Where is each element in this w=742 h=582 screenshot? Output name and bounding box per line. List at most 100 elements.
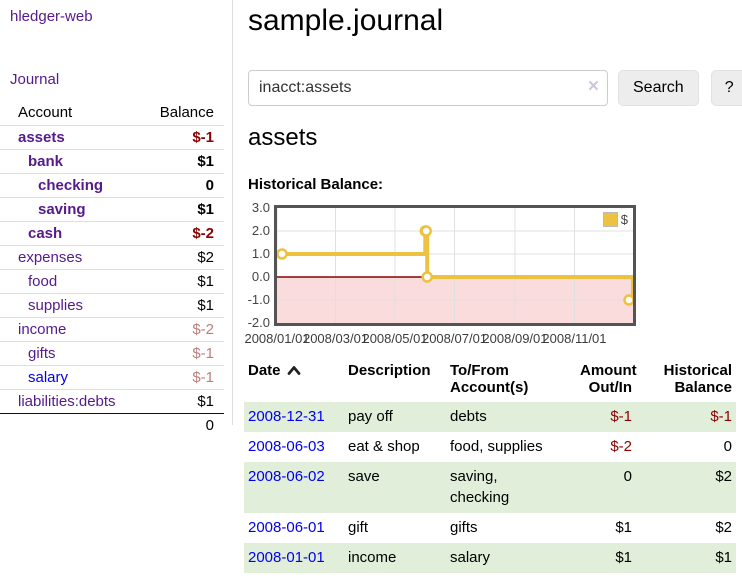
- account-balance: $-2: [192, 225, 214, 242]
- y-tick-label: 2.0: [251, 223, 270, 238]
- account-link[interactable]: food: [28, 273, 58, 290]
- chart-legend: $: [600, 211, 630, 228]
- x-tick-label: 2008/07/01: [421, 331, 488, 346]
- account-balance: $-1: [192, 129, 214, 146]
- transaction-balance: $2: [715, 467, 732, 485]
- transaction-date-link[interactable]: 2008-06-02: [248, 467, 325, 485]
- account-balance: 0: [205, 177, 214, 194]
- legend-swatch-icon: [602, 212, 618, 227]
- transaction-amount: $-1: [610, 408, 632, 425]
- date-header-label: Date: [248, 362, 281, 379]
- chart-canvas: [277, 208, 633, 323]
- accounts-table: Account Balance assets $-1 bank $1 checking 0…: [0, 100, 224, 437]
- account-balance: $1: [197, 393, 214, 410]
- account-row: income $-2: [0, 317, 224, 342]
- account-row: saving $1: [0, 197, 224, 222]
- main-content: sample.journal × Search ? assets Histori…: [244, 0, 742, 582]
- transaction-accounts: debts: [450, 408, 487, 425]
- transaction-date-link[interactable]: 2008-01-01: [248, 548, 325, 566]
- account-balance: $-2: [192, 321, 214, 338]
- x-tick-label: 2008/03/01: [302, 331, 369, 346]
- transaction-date-link[interactable]: 2008-06-01: [248, 519, 325, 536]
- transaction-accounts: food, supplies: [450, 437, 543, 455]
- help-button[interactable]: ?: [710, 70, 742, 106]
- account-row: bank $1: [0, 149, 224, 174]
- register-header-row: Date Description To/From Account(s) Amou…: [244, 358, 736, 402]
- transaction-description: pay off: [348, 408, 393, 425]
- x-tick-label: 2008/01/01: [244, 331, 310, 346]
- account-link[interactable]: gifts: [28, 345, 56, 362]
- transaction-balance: $-1: [710, 408, 732, 425]
- account-row: assets $-1: [0, 125, 224, 150]
- accounts-total-row: 0: [0, 413, 224, 438]
- account-link[interactable]: supplies: [28, 297, 84, 314]
- transaction-balance: $1: [715, 548, 732, 566]
- register-header-date[interactable]: Date: [244, 358, 344, 402]
- account-link[interactable]: saving: [38, 201, 86, 218]
- accounts-total-balance: 0: [205, 417, 214, 434]
- transaction-amount: 0: [623, 467, 632, 485]
- account-link[interactable]: expenses: [18, 249, 83, 266]
- x-tick-label: 2008/05/01: [362, 331, 428, 346]
- register-row: 2008-12-31 pay off debts $-1 $-1: [244, 402, 736, 432]
- y-tick-label: 1.0: [251, 246, 270, 261]
- account-row: cash $-2: [0, 221, 224, 246]
- account-link[interactable]: salary: [28, 369, 69, 386]
- account-link[interactable]: bank: [28, 153, 64, 170]
- y-tick-label: -2.0: [247, 315, 270, 330]
- transaction-accounts: saving, checking: [450, 467, 510, 507]
- account-balance: $2: [197, 249, 214, 266]
- account-link[interactable]: assets: [18, 129, 65, 146]
- transaction-description: income: [348, 548, 397, 566]
- account-balance: $1: [197, 153, 214, 170]
- sidebar: hledger-web Journal Account Balance asse…: [0, 0, 233, 434]
- chart-plot-area: $: [274, 205, 636, 326]
- transaction-description: gift: [348, 519, 369, 536]
- account-link[interactable]: cash: [28, 225, 63, 242]
- register-row: 2008-06-02 save saving, checking 0 $2: [244, 461, 736, 513]
- transaction-description: eat & shop: [348, 437, 420, 455]
- historical-balance-chart: 3.0 2.0 1.0 0.0 -1.0 -2.0 $ 2008/01/01 2008/03…: [244, 200, 714, 350]
- account-row: food $1: [0, 269, 224, 294]
- transaction-date-link[interactable]: 2008-06-03: [248, 437, 325, 455]
- y-tick-label: 3.0: [251, 200, 270, 215]
- app-title-link[interactable]: hledger-web: [10, 8, 93, 25]
- search-input[interactable]: [248, 70, 608, 106]
- register-header-amount: Amount Out/In: [580, 362, 637, 396]
- transaction-date-link[interactable]: 2008-12-31: [248, 408, 325, 425]
- account-row: expenses $2: [0, 245, 224, 270]
- accounts-header-account: Account: [18, 104, 73, 121]
- y-tick-label: 0.0: [251, 269, 270, 284]
- account-link[interactable]: checking: [38, 177, 104, 194]
- sidebar-item-journal[interactable]: Journal: [10, 71, 60, 88]
- transaction-accounts: gifts: [450, 519, 478, 536]
- accounts-header-balance: Balance: [159, 104, 214, 121]
- transaction-amount: $-2: [610, 437, 632, 455]
- clear-search-icon[interactable]: ×: [587, 76, 599, 97]
- account-balance: $-1: [192, 369, 214, 386]
- account-row: gifts $-1: [0, 341, 224, 366]
- y-tick-label: -1.0: [247, 292, 270, 307]
- register-header-accounts: To/From Account(s): [450, 362, 529, 396]
- account-link[interactable]: liabilities:debts: [18, 393, 116, 410]
- account-balance: $1: [197, 273, 214, 290]
- search-input-wrap: ×: [248, 70, 608, 106]
- accounts-header-row: Account Balance: [0, 100, 224, 126]
- transaction-balance: 0: [723, 437, 732, 455]
- search-button[interactable]: Search: [618, 70, 699, 106]
- register-row: 2008-01-01 income salary $1 $1: [244, 542, 736, 573]
- account-balance: $1: [197, 297, 214, 314]
- accounts-total-spacer: [0, 414, 144, 438]
- account-balance: $-1: [192, 345, 214, 362]
- account-link[interactable]: income: [18, 321, 67, 338]
- account-row: salary $-1: [0, 365, 224, 390]
- transaction-accounts: salary: [450, 548, 491, 566]
- transaction-amount: $1: [615, 548, 632, 566]
- legend-label: $: [620, 212, 628, 227]
- register-table: Date Description To/From Account(s) Amou…: [244, 358, 736, 573]
- register-header-balance: Historical Balance: [663, 362, 732, 396]
- register-header-description: Description: [348, 362, 431, 379]
- account-balance: $1: [197, 201, 214, 218]
- x-tick-label: 2008/11/01: [542, 331, 607, 346]
- search-form: × Search ?: [248, 70, 742, 106]
